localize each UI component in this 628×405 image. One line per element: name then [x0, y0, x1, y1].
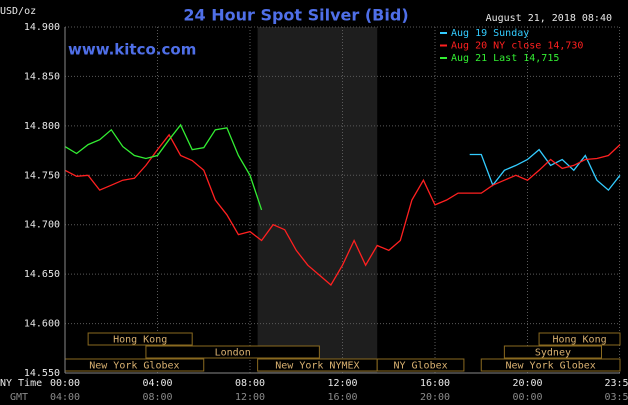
session-box	[480, 358, 621, 372]
x-tick-label: 20:00	[512, 378, 542, 389]
x-tick-label: 00:00	[50, 378, 80, 389]
x2-tick-label: 20:00	[420, 392, 450, 403]
series-line	[469, 148, 621, 192]
y-tick-label: 14.750	[24, 170, 60, 181]
session-label: New York Globex	[505, 361, 595, 372]
session-label: London	[215, 348, 251, 359]
session-box	[376, 358, 465, 372]
y-tick-label: 14.600	[24, 319, 60, 330]
x2-row-label: GMT	[10, 392, 28, 403]
session-label: Hong Kong	[552, 335, 606, 346]
timestamp: August 21, 2018 08:40	[486, 13, 612, 24]
session-label: New York NYMEX	[275, 361, 359, 372]
shade-layer	[257, 27, 378, 373]
comex-shade	[257, 27, 378, 373]
y-tick-label: 14.650	[24, 269, 60, 280]
session-label: New York Globex	[89, 361, 179, 372]
chart-title: 24 Hour Spot Silver (Bid)	[183, 6, 408, 25]
x2-tick-label: 04:00	[50, 392, 80, 403]
session-box	[538, 332, 621, 346]
session-box	[145, 345, 320, 359]
x2-tick-label: 16:00	[327, 392, 357, 403]
y-tick-label: 14.850	[24, 71, 60, 82]
session-label: Hong Kong	[113, 335, 167, 346]
line-layer	[64, 123, 621, 287]
legend-label: Aug 20 NY close 14,730	[451, 41, 583, 52]
y-tick-label: 14.800	[24, 121, 60, 132]
x-tick-label: 08:00	[235, 378, 265, 389]
x2-tick-label: 00:00	[512, 392, 542, 403]
website: www.kitco.com	[68, 41, 196, 59]
session-label: NY Globex	[393, 361, 447, 372]
y-tick-label: 14.550	[24, 368, 60, 379]
x-row-label: NY Time	[0, 378, 42, 389]
session-layer: Hong Kong Hong Kong London Sydney New York G…	[64, 332, 621, 372]
legend-label: Aug 19 Sunday	[451, 28, 529, 39]
legend-label: Aug 21 Last 14,715	[451, 53, 559, 64]
session-box	[503, 345, 602, 359]
x-tick-label: 04:00	[142, 378, 172, 389]
x-tick-label: 12:00	[327, 378, 357, 389]
x2-tick-label: 08:00	[142, 392, 172, 403]
session-label: Sydney	[535, 348, 571, 359]
x-tick-label: 23:59	[604, 378, 628, 389]
x2-tick-label: 12:00	[235, 392, 265, 403]
y-tick-label: 14.900	[24, 22, 60, 33]
session-box	[87, 332, 193, 346]
series-line	[64, 123, 263, 211]
x2-tick-label: 03:59	[604, 392, 628, 403]
x-tick-label: 16:00	[420, 378, 450, 389]
unit-label: USD/oz	[0, 6, 36, 17]
series-line	[64, 133, 621, 287]
y-tick-label: 14.700	[24, 220, 60, 231]
